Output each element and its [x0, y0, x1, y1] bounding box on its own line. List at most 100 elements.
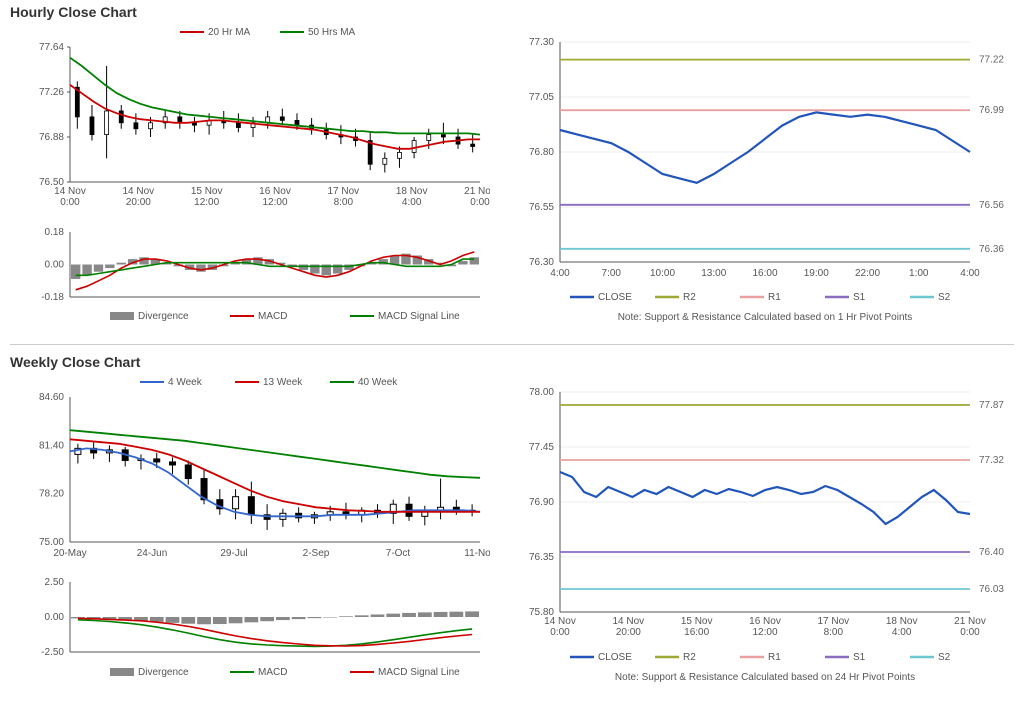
svg-text:81.40: 81.40	[39, 440, 64, 451]
svg-text:7-Oct: 7-Oct	[386, 548, 411, 559]
weekly-price-chart: 4 Week 13 Week 40 Week 75.00 78.20 81.40 84.60…	[10, 372, 490, 572]
svg-text:78.20: 78.20	[39, 489, 64, 500]
svg-text:77.05: 77.05	[529, 92, 554, 103]
svg-text:14 Nov: 14 Nov	[544, 616, 576, 627]
svg-text:21 Nov: 21 Nov	[954, 616, 986, 627]
svg-text:24-Jun: 24-Jun	[137, 548, 168, 559]
svg-text:MACD: MACD	[258, 667, 287, 678]
svg-text:76.80: 76.80	[529, 147, 554, 158]
svg-text:R1: R1	[768, 292, 781, 303]
svg-text:16:00: 16:00	[752, 268, 777, 279]
svg-text:4:00: 4:00	[402, 197, 422, 208]
svg-text:19:00: 19:00	[804, 268, 829, 279]
svg-text:S1: S1	[853, 652, 866, 663]
svg-text:2.50: 2.50	[45, 577, 65, 588]
svg-text:Note: Support & Resistance Cal: Note: Support & Resistance Calculated ba…	[618, 312, 913, 323]
svg-text:18 Nov: 18 Nov	[396, 186, 428, 197]
weekly-title: Weekly Close Chart	[0, 350, 1024, 374]
svg-text:8:00: 8:00	[334, 197, 354, 208]
svg-text:29-Jul: 29-Jul	[220, 548, 247, 559]
svg-text:76.03: 76.03	[979, 584, 1004, 595]
svg-text:17 Nov: 17 Nov	[327, 186, 359, 197]
svg-text:40 Week: 40 Week	[358, 377, 398, 388]
svg-text:R1: R1	[768, 652, 781, 663]
hourly-sr-chart: 76.30 76.55 76.80 77.05 77.30 4:00 7:00 10:00 13…	[510, 22, 1014, 332]
svg-text:16:00: 16:00	[684, 627, 709, 638]
svg-text:4:00: 4:00	[892, 627, 912, 638]
svg-text:77.32: 77.32	[979, 455, 1004, 466]
svg-text:76.88: 76.88	[39, 132, 64, 143]
svg-text:CLOSE: CLOSE	[598, 652, 632, 663]
svg-text:8:00: 8:00	[824, 627, 844, 638]
svg-text:2-Sep: 2-Sep	[303, 548, 330, 559]
svg-text:12:00: 12:00	[194, 197, 219, 208]
svg-text:76.56: 76.56	[979, 200, 1004, 211]
hourly-price-chart: 20 Hr MA50 Hrs MA76.5076.8877.2677.6414 …	[10, 22, 490, 222]
svg-text:Divergence: Divergence	[138, 311, 189, 322]
svg-text:12:00: 12:00	[752, 627, 777, 638]
svg-text:R2: R2	[683, 652, 696, 663]
svg-text:17 Nov: 17 Nov	[817, 616, 849, 627]
svg-text:16 Nov: 16 Nov	[749, 616, 781, 627]
svg-text:15 Nov: 15 Nov	[681, 616, 713, 627]
svg-text:76.35: 76.35	[529, 552, 554, 563]
svg-text:20-May: 20-May	[53, 548, 86, 559]
svg-text:-2.50: -2.50	[41, 647, 64, 658]
svg-text:0.00: 0.00	[45, 260, 65, 271]
weekly-sr-chart: 75.8076.3576.9077.4578.0014 Nov0:0014 No…	[510, 372, 1014, 692]
svg-text:77.26: 77.26	[39, 87, 64, 98]
hourly-macd-chart: -0.18 0.00 0.18 Divergence MACD MACD Signal L…	[10, 222, 490, 332]
svg-text:R2: R2	[683, 292, 696, 303]
svg-text:CLOSE: CLOSE	[598, 292, 632, 303]
svg-text:14 Nov: 14 Nov	[612, 616, 644, 627]
svg-text:4:00: 4:00	[960, 268, 980, 279]
svg-text:50 Hrs MA: 50 Hrs MA	[308, 27, 356, 38]
svg-text:15 Nov: 15 Nov	[191, 186, 223, 197]
svg-text:77.64: 77.64	[39, 42, 64, 53]
svg-text:0.18: 0.18	[45, 227, 65, 238]
svg-text:77.22: 77.22	[979, 55, 1004, 66]
svg-text:1:00: 1:00	[909, 268, 929, 279]
svg-text:76.99: 76.99	[979, 105, 1004, 116]
svg-text:14 Nov: 14 Nov	[54, 186, 86, 197]
svg-text:0:00: 0:00	[470, 197, 490, 208]
svg-text:-0.18: -0.18	[41, 292, 64, 303]
svg-text:77.45: 77.45	[529, 442, 554, 453]
svg-text:0:00: 0:00	[550, 627, 570, 638]
svg-text:20:00: 20:00	[616, 627, 641, 638]
svg-text:77.30: 77.30	[529, 37, 554, 48]
weekly-macd-chart: -2.50 0.00 2.50 Divergence MACD MACD Signal L…	[10, 572, 490, 692]
svg-text:10:00: 10:00	[650, 268, 675, 279]
svg-text:76.90: 76.90	[529, 497, 554, 508]
svg-text:0.00: 0.00	[45, 612, 65, 623]
svg-text:MACD: MACD	[258, 311, 287, 322]
svg-text:75.00: 75.00	[39, 537, 64, 548]
svg-text:4:00: 4:00	[550, 268, 570, 279]
svg-text:77.87: 77.87	[979, 400, 1004, 411]
svg-text:Note: Support & Resistance Cal: Note: Support & Resistance Calculated ba…	[615, 672, 915, 683]
svg-text:4 Week: 4 Week	[168, 377, 203, 388]
svg-text:13:00: 13:00	[701, 268, 726, 279]
svg-text:0:00: 0:00	[960, 627, 980, 638]
svg-text:Divergence: Divergence	[138, 667, 189, 678]
svg-text:18 Nov: 18 Nov	[886, 616, 918, 627]
svg-text:7:00: 7:00	[602, 268, 622, 279]
svg-text:84.60: 84.60	[39, 392, 64, 403]
svg-text:76.30: 76.30	[529, 257, 554, 268]
svg-text:11-Nov: 11-Nov	[464, 548, 490, 559]
svg-text:22:00: 22:00	[855, 268, 880, 279]
svg-text:0:00: 0:00	[60, 197, 80, 208]
svg-text:14 Nov: 14 Nov	[122, 186, 154, 197]
svg-text:78.00: 78.00	[529, 387, 554, 398]
svg-text:13 Week: 13 Week	[263, 377, 303, 388]
svg-text:S1: S1	[853, 292, 866, 303]
svg-text:12:00: 12:00	[262, 197, 287, 208]
svg-text:76.36: 76.36	[979, 244, 1004, 255]
svg-text:76.40: 76.40	[979, 547, 1004, 558]
svg-text:MACD Signal Line: MACD Signal Line	[378, 311, 460, 322]
section-divider	[10, 344, 1014, 345]
svg-text:76.55: 76.55	[529, 202, 554, 213]
svg-text:MACD Signal Line: MACD Signal Line	[378, 667, 460, 678]
hourly-title: Hourly Close Chart	[0, 0, 1024, 24]
svg-text:S2: S2	[938, 292, 951, 303]
